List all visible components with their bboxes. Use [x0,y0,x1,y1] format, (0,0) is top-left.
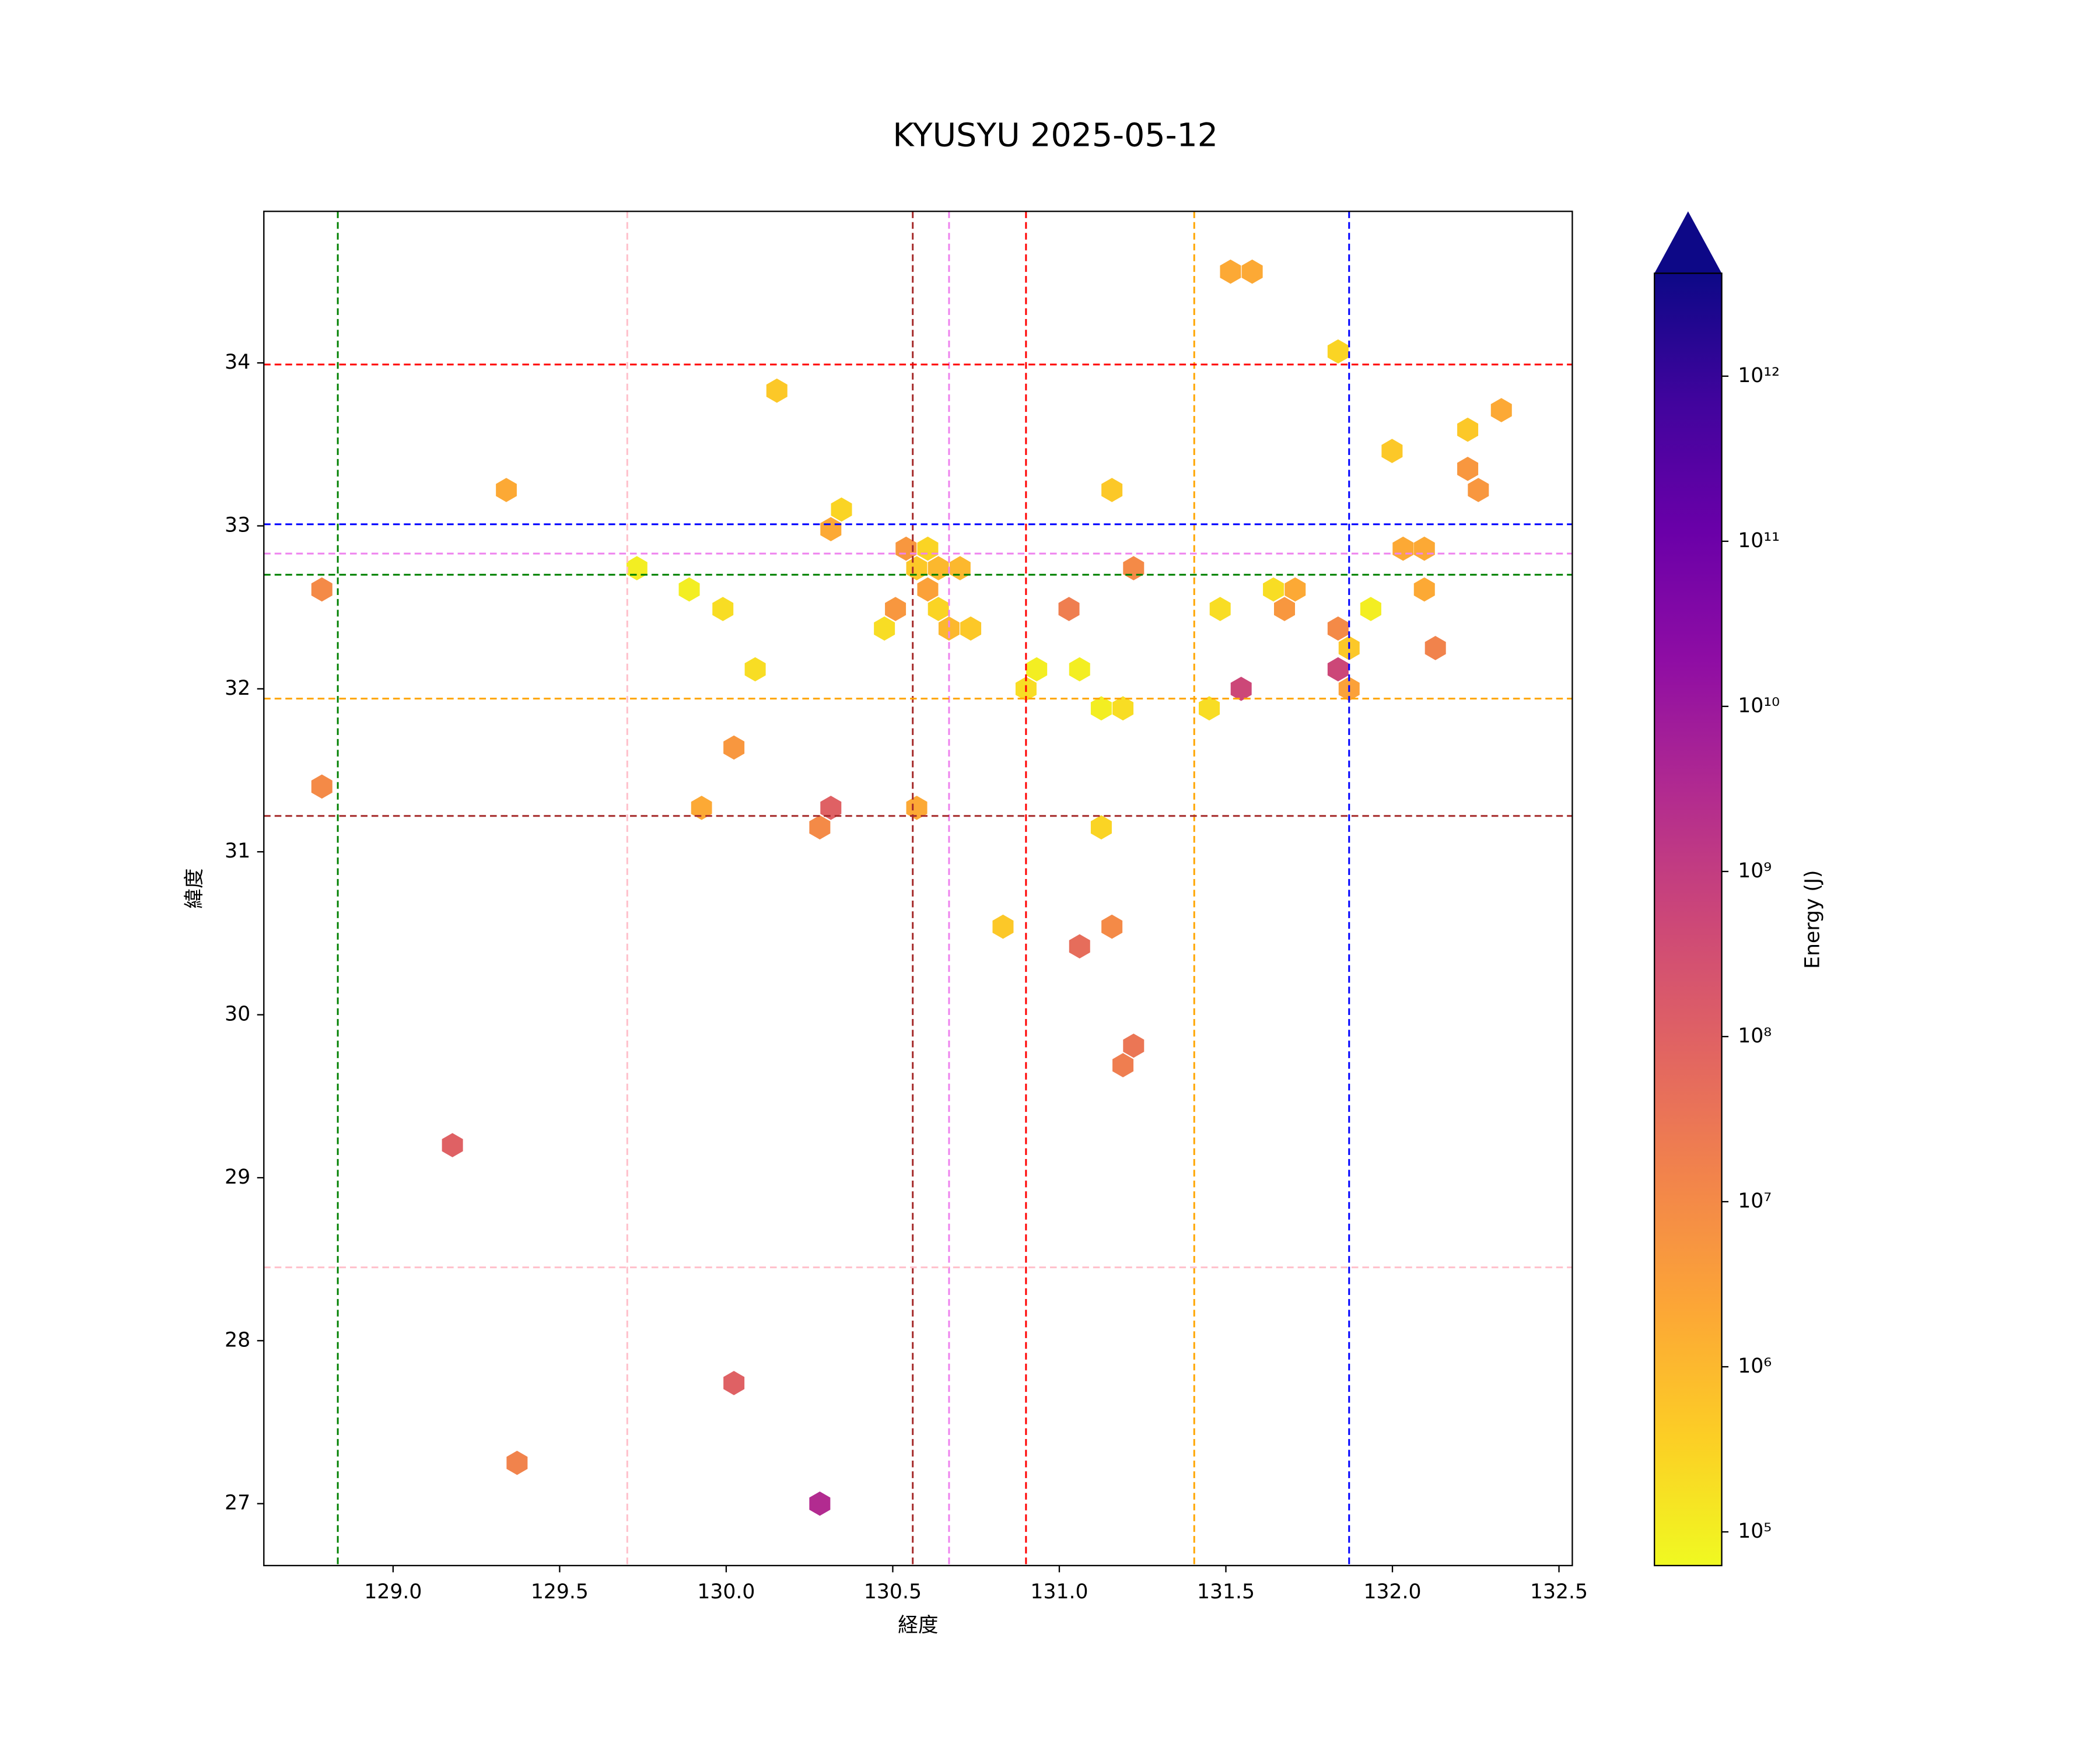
y-tick-label: 28 [225,1328,250,1352]
hexbin [311,577,332,602]
hexbin [1112,1053,1134,1077]
colorbar-tick-label: 10⁹ [1738,859,1772,883]
hexbin [1327,616,1349,641]
hexbin [917,577,939,602]
x-tick-label: 130.5 [864,1580,922,1604]
y-axis-label: 緯度 [183,868,206,908]
colorbar-tick-label: 10¹⁰ [1738,694,1780,718]
hexbin [1241,259,1263,284]
hexbin [1090,815,1112,840]
hexbin [885,597,907,621]
hexbin [1101,478,1123,502]
hexbin [809,815,831,840]
hexbin [820,796,842,820]
hexbin [691,796,712,820]
hexbin [1468,478,1489,502]
y-tick-label: 34 [225,351,250,374]
hexbin [1381,439,1403,463]
hexbin [1209,597,1231,621]
plot-frame [263,211,1573,1566]
hexbin [744,657,766,682]
hexbin [1490,398,1512,422]
hexbin [1284,577,1306,602]
hexbin [712,597,734,621]
colorbar-tick-label: 10⁷ [1738,1189,1772,1213]
colorbar-tick-label: 10¹² [1738,364,1780,387]
y-tick-label: 31 [225,839,250,863]
x-axis-label: 経度 [898,1614,938,1637]
hexbin [906,796,928,820]
hexbin [917,536,939,561]
x-tick-label: 129.0 [364,1580,422,1604]
hexbin [496,478,517,502]
colorbar-frame [1654,272,1723,1566]
hexbin [820,517,842,541]
hexbin [1090,696,1112,721]
x-tick-label: 130.0 [697,1580,755,1604]
hexbin [1413,536,1435,561]
hexbin [906,556,928,580]
y-tick-label: 32 [225,677,250,700]
hexbin [1026,657,1048,682]
colorbar-extend [1654,211,1722,274]
hexbin [1274,597,1295,621]
hexbin [766,378,788,403]
chart-title: KYUSYU 2025-05-12 [892,117,1218,155]
y-tick-label: 33 [225,513,250,537]
hexbin [1112,696,1134,721]
x-tick-label: 131.5 [1197,1580,1255,1604]
colorbar-label: Energy (J) [1801,870,1824,968]
hexbin [928,556,949,580]
y-tick-label: 27 [225,1492,250,1515]
hexbin [1069,657,1090,682]
hexbin [1327,657,1349,682]
plot-area [264,211,1573,1566]
hexbin [1457,457,1479,481]
hexbin [678,577,700,602]
hexbin [1069,934,1090,959]
x-tick-label: 132.0 [1363,1580,1421,1604]
x-tick-label: 131.0 [1030,1580,1088,1604]
hexbin [949,556,971,580]
hexbin [895,536,917,561]
hexbin [831,497,852,522]
colorbar-tick-label: 10⁸ [1738,1024,1772,1048]
hexbin [938,616,960,641]
hexbin [442,1133,463,1157]
hexbin [1220,259,1241,284]
colorbar-tick-label: 10⁶ [1738,1354,1772,1378]
hexbin [1392,536,1414,561]
hexbin [1457,417,1479,442]
hexbin [723,735,745,760]
y-tick-label: 29 [225,1166,250,1189]
hexbin [960,616,982,641]
hexbin [874,616,895,641]
colorbar [1654,273,1722,1566]
hexbin [1199,696,1220,721]
hexbin [1360,597,1381,621]
hexbin [626,556,648,580]
hexbin [1123,1033,1144,1058]
hexbin [311,774,332,799]
hexbin [1413,577,1435,602]
hexbin [1058,597,1080,621]
colorbar-tick-label: 10¹¹ [1738,529,1780,552]
hexbin [1123,556,1144,580]
hexbin [1263,577,1284,602]
x-tick-label: 129.5 [531,1580,589,1604]
y-tick-label: 30 [225,1003,250,1026]
hexbin [1230,677,1252,701]
x-tick-label: 132.5 [1530,1580,1588,1604]
hexbin [992,914,1014,939]
hexbin [506,1451,528,1475]
hexbin [1327,339,1349,364]
hexbin [928,597,949,621]
hexbin [809,1491,831,1516]
colorbar-tick-label: 10⁵ [1738,1520,1772,1543]
hexbin [723,1371,745,1395]
hexbin [1101,914,1123,939]
hexbin [1424,636,1446,660]
